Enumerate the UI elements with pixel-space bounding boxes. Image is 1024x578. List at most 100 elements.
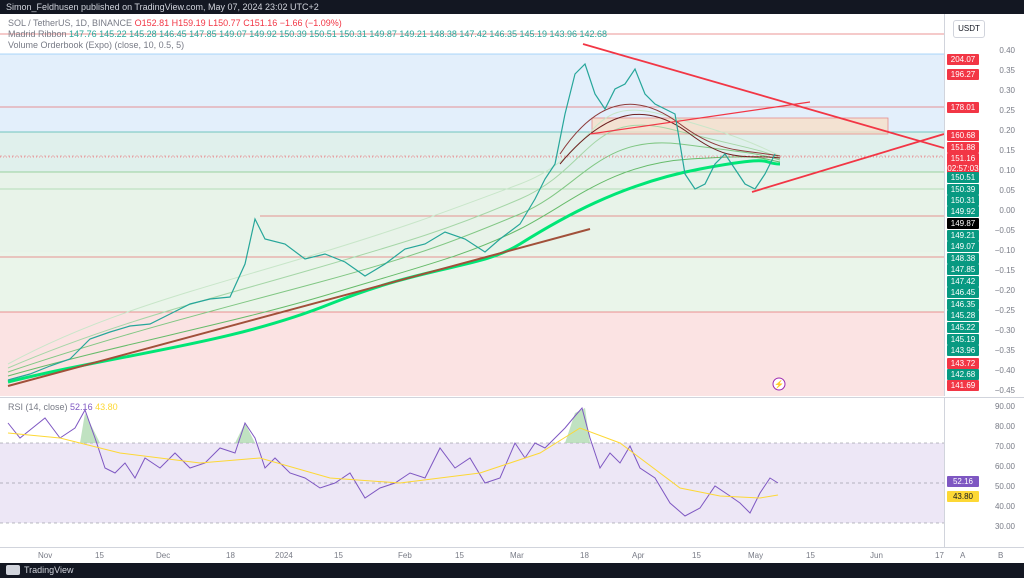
price-level-tag: 146.45 — [947, 287, 979, 298]
rsi-title: RSI (14, close) — [8, 402, 68, 412]
price-tick-label: −0.15 — [994, 266, 1015, 275]
time-axis-label: 18 — [226, 551, 235, 560]
rsi-scale[interactable]: 90.00 80.00 70.00 60.00 50.00 40.00 30.00 52.1… — [944, 397, 1024, 548]
ohlc-high: H159.19 — [171, 18, 206, 28]
time-axis-label: 17 — [935, 551, 944, 560]
price-tick-label: −0.30 — [994, 326, 1015, 335]
price-tick-label: −0.45 — [994, 386, 1015, 395]
price-tick-label: −0.25 — [994, 306, 1015, 315]
rsi-tick-label: 40.00 — [994, 502, 1015, 511]
time-axis-label: Apr — [632, 551, 645, 560]
svg-text:⚡: ⚡ — [774, 379, 784, 389]
price-level-tag: 150.51 — [947, 172, 979, 183]
main-price-pane[interactable]: ⚡ SOL / TetherUS, 1D, BINANCE O152.81 H1… — [0, 14, 944, 396]
price-level-tag: 149.07 — [947, 241, 979, 252]
log-scale-button[interactable]: B — [998, 551, 1004, 560]
price-level-tag: 02:57:03 — [947, 163, 979, 174]
time-axis-label: 15 — [95, 551, 104, 560]
rsi-pane[interactable]: RSI (14, close) 52.16 43.80 — [0, 397, 944, 548]
price-level-tag: 145.22 — [947, 322, 979, 333]
price-level-tag: 143.72 — [947, 358, 979, 369]
ohlc-low: L150.77 — [208, 18, 241, 28]
price-tick-label: 0.30 — [999, 86, 1015, 95]
triangle-inner-line — [589, 101, 811, 135]
price-level-tag: 146.35 — [947, 299, 979, 310]
time-axis-label: Mar — [510, 551, 524, 560]
footer-bar: TradingView — [0, 563, 1024, 578]
footer-brand: TradingView — [24, 565, 74, 575]
rsi-tick-label: 80.00 — [994, 422, 1015, 431]
price-level-tag: 149.87 — [947, 218, 979, 229]
price-tick-label: −0.35 — [994, 346, 1015, 355]
time-axis-label: 15 — [692, 551, 701, 560]
price-chart-svg: ⚡ — [0, 33, 944, 396]
time-axis[interactable]: Nov 15 Dec 18 2024 15 Feb 15 Mar 18 Apr 15 May 15 Jun 1… — [0, 547, 1024, 564]
rsi-chart-svg — [0, 406, 944, 524]
currency-button[interactable]: USDT — [953, 20, 985, 38]
publisher-header: Simon_Feldhusen published on TradingView… — [0, 0, 1024, 14]
rsi-overbought-fill — [80, 408, 590, 443]
price-tick-label: 0.25 — [999, 106, 1015, 115]
lightning-icon[interactable]: ⚡ — [772, 377, 786, 391]
ribbon-values: 147.76 145.22 145.28 146.45 147.85 149.0… — [69, 29, 608, 39]
resistance-box — [591, 117, 889, 135]
chart-area[interactable]: ⚡ SOL / TetherUS, 1D, BINANCE O152.81 H1… — [0, 14, 1024, 578]
rsi-tick-label: 50.00 — [994, 482, 1015, 491]
price-level-tag: 150.39 — [947, 184, 979, 195]
price-tick-label: 0.35 — [999, 66, 1015, 75]
vob-legend: Volume Orderbook (Expo) (close, 10, 0.5,… — [8, 40, 184, 51]
price-tick-label: 0.20 — [999, 126, 1015, 135]
rsi-band — [0, 443, 944, 523]
time-axis-label: Jun — [870, 551, 883, 560]
rsi-ma-tag: 43.80 — [947, 491, 979, 502]
price-tick-label: 0.10 — [999, 166, 1015, 175]
time-axis-label: Dec — [156, 551, 171, 560]
triangle-lower-line — [751, 133, 944, 193]
price-tick-label: −0.20 — [994, 286, 1015, 295]
symbol-legend: SOL / TetherUS, 1D, BINANCE O152.81 H159… — [8, 18, 342, 29]
price-tick-label: −0.10 — [994, 246, 1015, 255]
price-level-tag: 145.19 — [947, 334, 979, 345]
vob-name: Volume Orderbook (Expo) (close, 10, 0.5,… — [8, 40, 185, 50]
time-axis-label: 18 — [580, 551, 589, 560]
rsi-tick-label: 90.00 — [994, 402, 1015, 411]
price-path — [7, 62, 776, 381]
triangle-upper-line — [582, 43, 944, 149]
price-level-tag: 148.38 — [947, 253, 979, 264]
ribbon-legend: Madrid Ribbon 147.76 145.22 145.28 146.4… — [8, 29, 607, 40]
price-tick-label: −0.05 — [994, 226, 1015, 235]
brown-trendline — [7, 228, 591, 387]
price-scale[interactable]: USDT 0.40 0.35 0.30 0.25 0.20 0.15 0.10 0.05 0.0… — [944, 14, 1024, 396]
rsi-ma-line — [7, 427, 779, 499]
price-level-tag: 143.96 — [947, 345, 979, 356]
price-level-tag: 147.42 — [947, 276, 979, 287]
rsi-value-tag: 52.16 — [947, 476, 979, 487]
ribbon-name: Madrid Ribbon — [8, 29, 67, 39]
price-level-tag: 149.92 — [947, 206, 979, 217]
tradingview-logo-icon — [6, 565, 20, 575]
rsi-tick-label: 60.00 — [994, 462, 1015, 471]
rsi-ma-value: 43.80 — [95, 402, 118, 412]
time-axis-label: 15 — [806, 551, 815, 560]
ohlc-open: O152.81 — [134, 18, 170, 28]
price-level-tag: 150.31 — [947, 195, 979, 206]
time-axis-label: Feb — [398, 551, 412, 560]
rsi-tick-label: 30.00 — [994, 522, 1015, 531]
time-axis-label: 15 — [455, 551, 464, 560]
price-tick-label: 0.05 — [999, 186, 1015, 195]
rsi-legend: RSI (14, close) 52.16 43.80 — [8, 402, 118, 413]
price-level-tag: 149.21 — [947, 230, 979, 241]
price-level-tag: 160.68 — [947, 130, 979, 141]
price-level-tag: 151.16 — [947, 153, 979, 164]
price-level-tag: 151.88 — [947, 142, 979, 153]
price-level-tag: 204.07 — [947, 54, 979, 65]
price-level-tag: 178.01 — [947, 102, 979, 113]
auto-scale-button[interactable]: A — [960, 551, 966, 560]
rsi-tick-label: 70.00 — [994, 442, 1015, 451]
ohlc-change: −1.66 (−1.09%) — [279, 18, 342, 28]
price-tick-label: −0.40 — [994, 366, 1015, 375]
zone-teal — [0, 132, 944, 172]
rsi-value: 52.16 — [70, 402, 93, 412]
zone-green-upper — [0, 172, 944, 252]
ohlc-close: C151.16 — [243, 18, 278, 28]
